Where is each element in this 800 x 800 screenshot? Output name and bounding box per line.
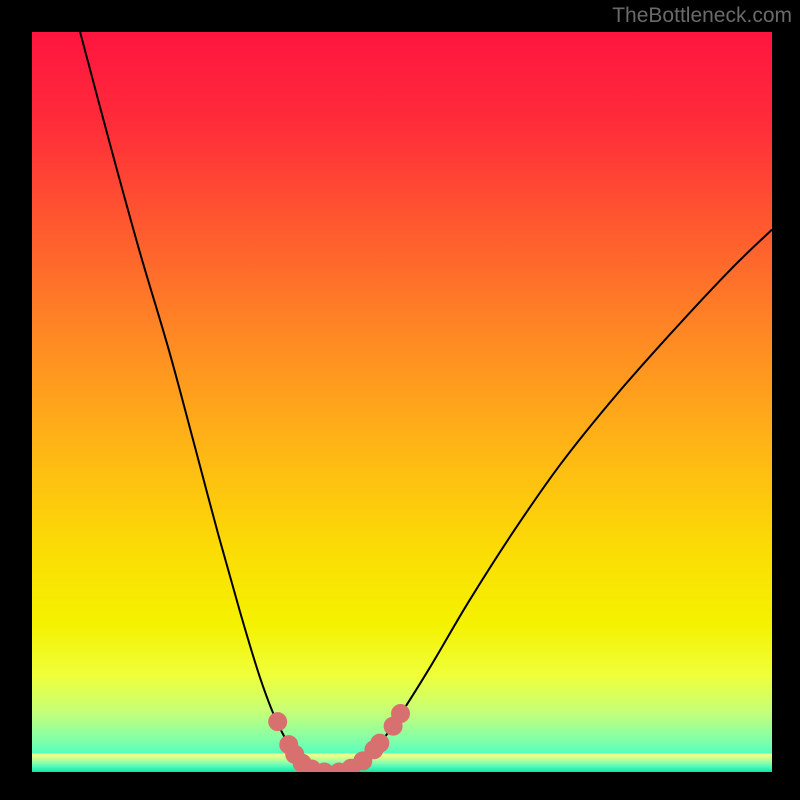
chart-background [32, 32, 772, 772]
marker-point [371, 734, 389, 752]
marker-point [269, 713, 287, 731]
marker-point [392, 705, 410, 723]
chart-plot-area [32, 32, 772, 772]
bottleneck-chart [32, 32, 772, 772]
watermark: TheBottleneck.com [612, 4, 792, 28]
optimal-band [32, 754, 772, 772]
